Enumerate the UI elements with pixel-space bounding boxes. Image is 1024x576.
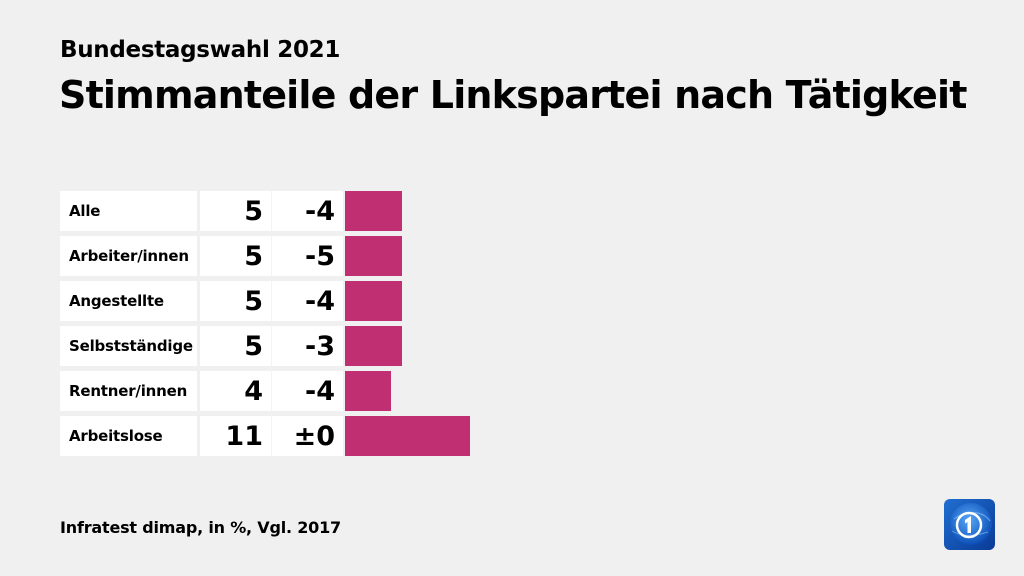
bar-area — [345, 416, 645, 456]
row-value: 5 — [200, 281, 272, 321]
table-row: Rentner/innen 4 -4 — [60, 371, 645, 411]
ard-one-globe-logo-icon — [944, 499, 995, 550]
table-row: Arbeiter/innen 5 -5 — [60, 236, 645, 276]
bar — [345, 191, 402, 231]
row-label: Alle — [60, 191, 197, 231]
row-label: Rentner/innen — [60, 371, 197, 411]
chart-title: Stimmanteile der Linkspartei nach Tätigk… — [59, 73, 967, 117]
bar — [345, 236, 402, 276]
row-change: -5 — [272, 236, 343, 276]
bar — [345, 281, 402, 321]
bar-area — [345, 371, 645, 411]
row-label: Arbeitslose — [60, 416, 197, 456]
table-row: Selbstständige 5 -3 — [60, 326, 645, 366]
chart-supertitle: Bundestagswahl 2021 — [60, 37, 341, 63]
row-change: -4 — [272, 281, 343, 321]
bar — [345, 371, 391, 411]
results-table: Alle 5 -4 Arbeiter/innen 5 -5 Angestellt… — [60, 191, 645, 461]
row-change: -4 — [272, 371, 343, 411]
row-value: 11 — [200, 416, 272, 456]
row-value: 4 — [200, 371, 272, 411]
table-row: Angestellte 5 -4 — [60, 281, 645, 321]
bar-area — [345, 281, 645, 321]
row-value: 5 — [200, 236, 272, 276]
bar-area — [345, 191, 645, 231]
row-label: Arbeiter/innen — [60, 236, 197, 276]
row-label: Angestellte — [60, 281, 197, 321]
table-row: Alle 5 -4 — [60, 191, 645, 231]
source-note: Infratest dimap, in %, Vgl. 2017 — [60, 518, 341, 537]
table-row: Arbeitslose 11 ±0 — [60, 416, 645, 456]
row-change: ±0 — [272, 416, 343, 456]
bar-area — [345, 236, 645, 276]
bar-area — [345, 326, 645, 366]
row-value: 5 — [200, 191, 272, 231]
row-value: 5 — [200, 326, 272, 366]
row-label: Selbstständige — [60, 326, 197, 366]
bar — [345, 326, 402, 366]
row-change: -4 — [272, 191, 343, 231]
row-change: -3 — [272, 326, 343, 366]
bar — [345, 416, 470, 456]
